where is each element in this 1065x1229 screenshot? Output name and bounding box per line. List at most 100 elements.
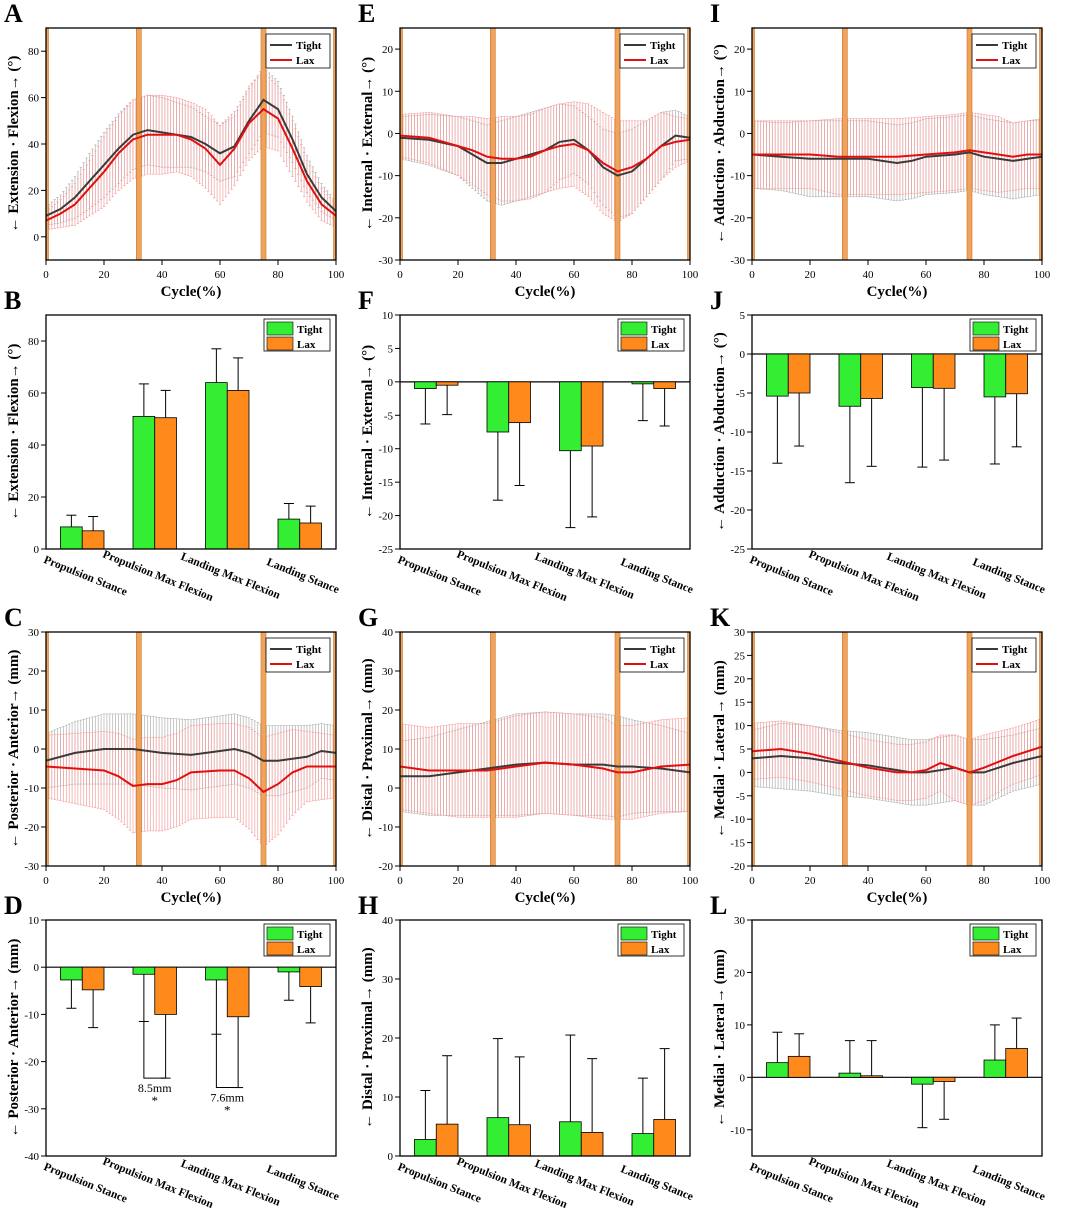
- series-line-lax: [400, 134, 690, 173]
- bar-tight: [205, 382, 228, 550]
- x-axis-label: Cycle(%): [867, 284, 928, 300]
- y-tick-label: -20: [378, 861, 393, 873]
- series-line-lax: [46, 107, 336, 222]
- y-tick-label: -10: [730, 427, 745, 439]
- panel-letter: G: [358, 603, 378, 632]
- bar-lax: [154, 966, 177, 1015]
- legend-label: Lax: [651, 339, 670, 351]
- y-tick-label: 10: [734, 86, 746, 98]
- phase-marker: [46, 28, 49, 260]
- legend-label: Tight: [1002, 40, 1028, 52]
- legend-swatch-tight: [620, 926, 648, 941]
- legend-label: Lax: [1003, 339, 1022, 351]
- phase-marker: [400, 28, 403, 260]
- x-tick-label: 100: [1034, 875, 1051, 887]
- bar-tight: [766, 353, 789, 397]
- bar-lax: [299, 966, 322, 987]
- series-line-tight: [46, 747, 336, 762]
- y-tick-label: 20: [28, 666, 40, 678]
- legend-label: Tight: [1002, 644, 1028, 656]
- series-line-tight: [752, 151, 1042, 165]
- legend: Tight Lax: [265, 637, 331, 673]
- plot-frame: [751, 919, 1043, 1157]
- bar-tight: [559, 1121, 582, 1157]
- bar-lax: [299, 522, 322, 550]
- x-tick-label: 60: [569, 875, 581, 887]
- x-tick-label: 80: [979, 875, 991, 887]
- bar-tight: [132, 966, 156, 975]
- phase-marker: [400, 632, 403, 866]
- y-tick-label: 10: [28, 915, 40, 927]
- y-tick-label: -10: [378, 444, 393, 456]
- y-tick-label: 20: [734, 44, 746, 56]
- legend-swatch-lax: [266, 336, 294, 351]
- y-tick-label: -10: [378, 822, 393, 834]
- series-line-tight: [752, 754, 1042, 774]
- y-tick-label: -30: [730, 255, 745, 267]
- significance-value: 7.6mm: [210, 1091, 244, 1105]
- y-tick-label: 0: [34, 544, 40, 556]
- y-tick-label: -10: [730, 171, 745, 183]
- bar-lax: [653, 1119, 676, 1157]
- bracket-line: [215, 1034, 239, 1089]
- x-axis-label: Cycle(%): [161, 284, 222, 300]
- bar-tight: [983, 353, 1007, 398]
- y-tick-label: 30: [28, 627, 40, 639]
- x-tick-label: 40: [863, 875, 875, 887]
- y-tick-label: 0: [740, 1072, 746, 1084]
- plot-area: [400, 28, 690, 260]
- panel-letter: A: [4, 0, 23, 28]
- legend: Tight Lax: [969, 923, 1037, 957]
- y-tick-label: -30: [378, 255, 393, 267]
- x-tick-label: 60: [921, 269, 933, 281]
- plot-frame: [751, 27, 1043, 261]
- plot-frame: [45, 631, 337, 867]
- y-axis-label: ← Adduction · Abduction→ (°): [712, 332, 728, 531]
- y-tick-label: 20: [734, 967, 746, 979]
- significance-value: 8.5mm: [138, 1081, 172, 1095]
- y-tick-label: 5: [740, 310, 746, 322]
- y-tick-label: -20: [24, 822, 39, 834]
- y-tick-label: -5: [384, 410, 394, 422]
- panel-i: I ← Adduction · Abduction→ (°)-30 -20 -10 0 1…: [710, 0, 1051, 300]
- plot-frame: [751, 314, 1043, 550]
- plot-frame: [399, 631, 691, 867]
- legend-box: [971, 637, 1037, 673]
- x-axis-label: Cycle(%): [161, 890, 222, 906]
- plot-frame: [399, 27, 691, 261]
- plot-frame: [45, 27, 337, 261]
- y-tick-label: 0: [388, 1151, 394, 1163]
- y-tick-label: 25: [734, 650, 746, 662]
- legend-swatch-tight: [266, 321, 294, 336]
- bar-tight: [983, 1059, 1007, 1078]
- legend-label: Tight: [297, 929, 323, 941]
- bar-tight: [486, 1117, 510, 1157]
- legend-label: Tight: [296, 644, 322, 656]
- y-tick-label: 80: [28, 336, 40, 348]
- y-tick-label: 0: [388, 783, 394, 795]
- panel-letter: C: [4, 603, 23, 632]
- phase-marker: [841, 28, 848, 260]
- y-tick-label: -10: [24, 1009, 39, 1021]
- legend: Tight Lax: [617, 318, 685, 352]
- bar-tight: [277, 966, 301, 973]
- legend: Tight Lax: [265, 33, 331, 69]
- phase-marker: [489, 632, 496, 866]
- bar-tight: [911, 1076, 934, 1085]
- y-tick-label: -5: [736, 791, 746, 803]
- panel-letter: B: [4, 286, 21, 315]
- legend-swatch-lax: [972, 336, 1000, 351]
- panel-d: D ← Posterior · Anterior→ (mm) -40 -30 -20 -1…: [4, 891, 341, 1211]
- x-tick-label: 60: [215, 269, 227, 281]
- legend-swatch-lax: [972, 941, 1000, 956]
- y-tick-label: -30: [24, 1104, 39, 1116]
- panel-c: C ← Posterior · Anterior→ (mm)-30 -20 -10 0 1…: [4, 603, 345, 906]
- y-axis-label: ← Distal · Proximal→ (mm): [360, 658, 376, 839]
- x-tick-label: 60: [569, 269, 581, 281]
- phase-marker: [260, 632, 267, 866]
- y-tick-label: 0: [34, 744, 40, 756]
- y-tick-label: 60: [28, 388, 40, 400]
- panel-e: E ← Internal · External→ (°) -30 -20 -10 0 10 2…: [358, 0, 699, 300]
- bar-tight: [486, 381, 510, 433]
